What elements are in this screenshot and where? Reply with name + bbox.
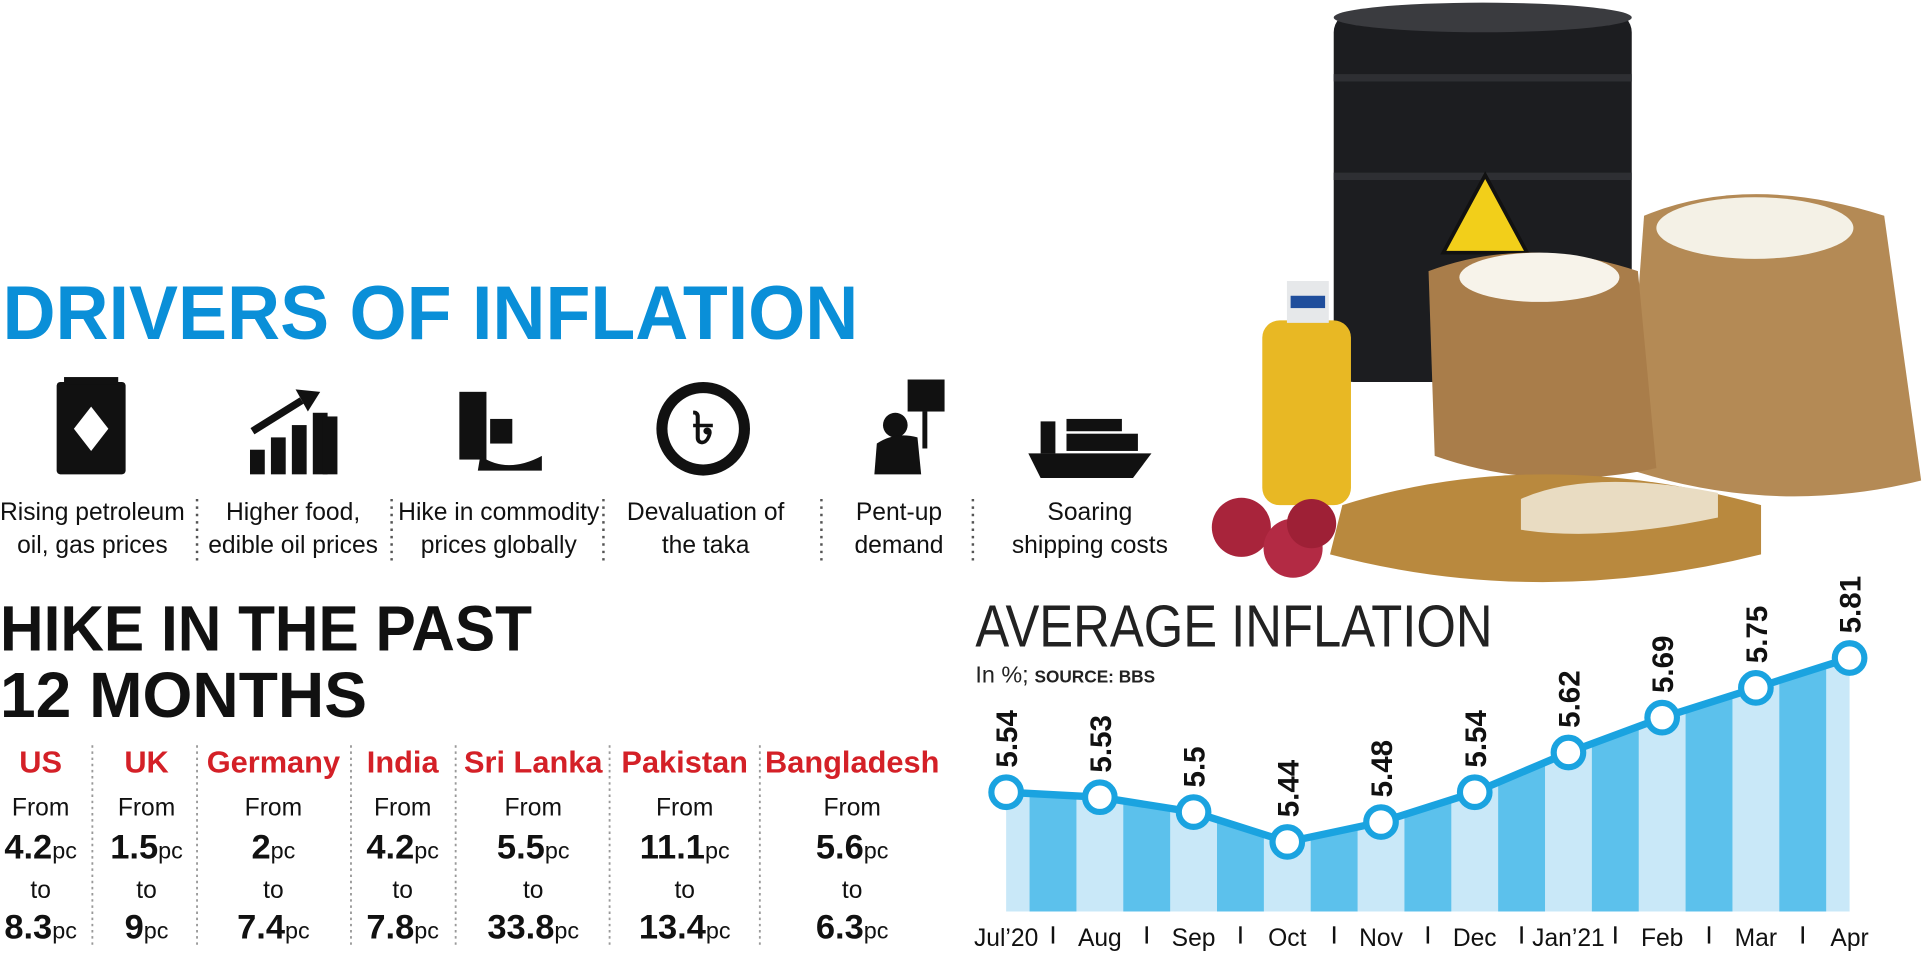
from-label: From xyxy=(505,794,562,821)
hike-value: 8.3pc xyxy=(4,909,77,947)
point xyxy=(1082,779,1118,816)
hike-value: 33.8pc xyxy=(487,909,579,947)
driver-caption: Hike in commodity xyxy=(398,499,600,526)
icons: ৳ xyxy=(56,377,1152,479)
hike-value: 13.4pc xyxy=(639,909,731,947)
driver-caption: Soaring xyxy=(1047,499,1132,526)
hike-title: HIKE IN THE PAST xyxy=(0,592,532,664)
country-name: Sri Lanka xyxy=(464,744,603,779)
hike-value: 5.5pc xyxy=(497,829,570,867)
value-label: 5.81 xyxy=(1835,576,1868,634)
from-label: From xyxy=(656,794,713,821)
stripe xyxy=(1685,658,1733,912)
to-label: to xyxy=(842,877,863,904)
to-label: to xyxy=(674,877,695,904)
from-label: From xyxy=(118,794,175,821)
value-label: 5.75 xyxy=(1741,606,1774,664)
country-name: Bangladesh xyxy=(765,744,939,779)
x-tick-label: Mar xyxy=(1735,925,1777,952)
hike-value: 4.2pc xyxy=(366,829,439,867)
country-name: UK xyxy=(124,744,168,779)
driver-caption: shipping costs xyxy=(1012,532,1168,559)
x-tick-label: Feb xyxy=(1641,925,1683,952)
x-tick-label: Oct xyxy=(1268,925,1306,952)
to-label: to xyxy=(392,877,413,904)
driver-caption: Rising petroleum xyxy=(0,499,185,526)
chart-title: AVERAGE INFLATION xyxy=(975,593,1492,660)
point xyxy=(1738,669,1774,706)
from-label: From xyxy=(374,794,431,821)
x-tick-label: Apr xyxy=(1830,925,1868,952)
value-label: 5.5 xyxy=(1179,746,1212,787)
value-label: 5.69 xyxy=(1647,636,1680,694)
point xyxy=(1269,824,1306,860)
svg-text:৳: ৳ xyxy=(692,405,714,454)
to-label: to xyxy=(136,877,157,904)
hike-value: 5.6pc xyxy=(816,829,889,867)
driver-caption: Devaluation of xyxy=(627,499,785,526)
hike-value: 4.2pc xyxy=(4,829,77,867)
hike-value: 6.3pc xyxy=(816,909,889,947)
hike-title: 12 MONTHS xyxy=(0,659,367,731)
hike-value: 7.4pc xyxy=(237,909,310,947)
point xyxy=(1175,794,1212,830)
value-label: 5.44 xyxy=(1272,759,1305,817)
stripe xyxy=(1779,658,1827,912)
x-tick-label: Jan’21 xyxy=(1532,925,1605,952)
x-tick-label: Aug xyxy=(1078,925,1122,952)
driver-caption: oil, gas prices xyxy=(17,532,168,559)
illustration xyxy=(1211,2,1922,583)
hike-value: 11.1pc xyxy=(640,829,730,867)
value-label: 5.54 xyxy=(991,710,1024,768)
point xyxy=(1363,804,1399,840)
line xyxy=(1005,654,1851,846)
hike-value: 9pc xyxy=(125,909,169,947)
x-tick-label: Nov xyxy=(1359,925,1403,952)
driver-caption: the taka xyxy=(662,532,750,559)
hike-value: 1.5pc xyxy=(110,829,183,867)
driver-caption: Higher food, xyxy=(226,499,360,526)
to-label: to xyxy=(523,877,544,904)
driver-caption: prices globally xyxy=(421,532,578,559)
point xyxy=(1831,640,1868,676)
point xyxy=(1456,774,1493,811)
from-label: From xyxy=(12,794,69,821)
x-tick-label: Dec xyxy=(1453,925,1497,952)
country-name: India xyxy=(367,744,440,779)
driver-caption: Pent-up xyxy=(856,499,942,526)
point xyxy=(1550,734,1587,771)
to-label: to xyxy=(263,877,284,904)
from-label: From xyxy=(245,794,302,821)
from-label: From xyxy=(823,794,880,821)
chart-subtitle: In %; xyxy=(975,661,1028,687)
value-label: 5.48 xyxy=(1366,740,1399,798)
country-name: Pakistan xyxy=(621,744,748,779)
stripe xyxy=(1591,658,1639,912)
to-label: to xyxy=(30,877,51,904)
country-name: Germany xyxy=(207,744,340,779)
separators xyxy=(195,498,975,561)
value-label: 5.54 xyxy=(1460,710,1493,768)
driver-caption: edible oil prices xyxy=(208,532,378,559)
hike-value: 2pc xyxy=(251,829,295,867)
x-tick-label: Jul’20 xyxy=(974,925,1038,952)
section-title: DRIVERS OF INFLATION xyxy=(2,271,858,356)
x-tick-label: Sep xyxy=(1172,925,1216,952)
country-name: US xyxy=(19,744,62,779)
value-label: 5.62 xyxy=(1554,670,1587,728)
driver-caption: demand xyxy=(854,532,943,559)
value-label: 5.53 xyxy=(1085,715,1118,773)
hike-value: 7.8pc xyxy=(366,909,439,947)
point xyxy=(988,774,1024,811)
point xyxy=(1644,699,1681,736)
chart-source: SOURCE: BBS xyxy=(1034,666,1155,686)
